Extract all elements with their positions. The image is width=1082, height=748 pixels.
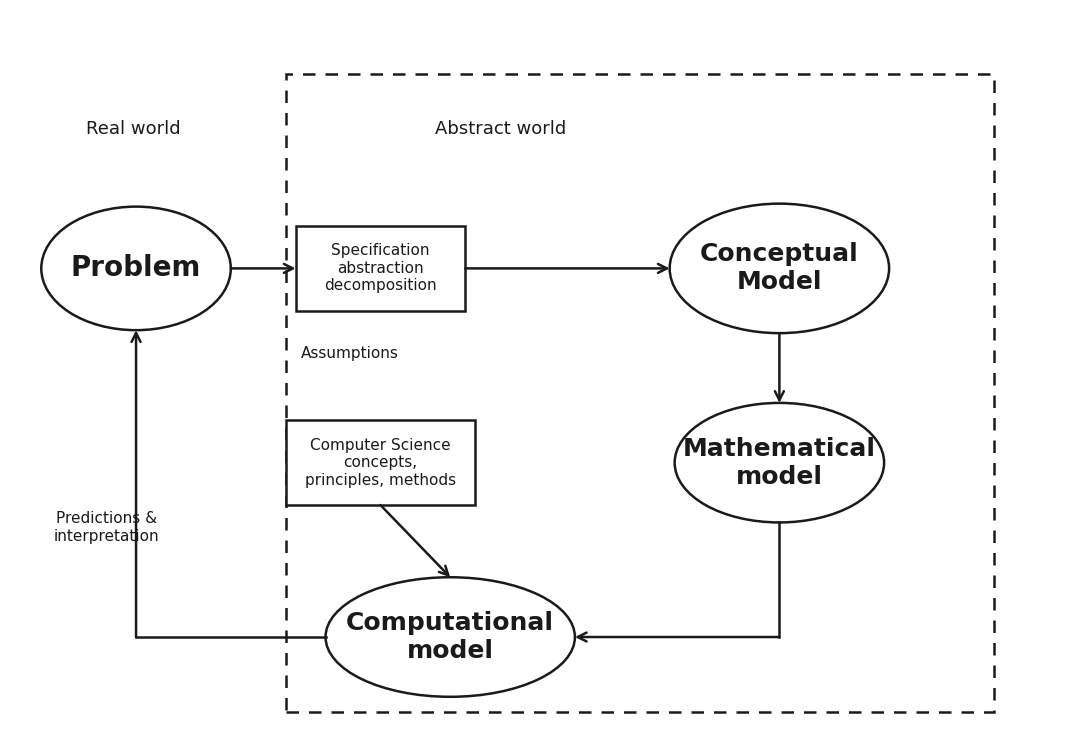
Text: Problem: Problem (70, 254, 201, 283)
Ellipse shape (41, 206, 230, 330)
Text: Abstract world: Abstract world (435, 120, 567, 138)
Text: Computer Science
concepts,
principles, methods: Computer Science concepts, principles, m… (305, 438, 456, 488)
Ellipse shape (675, 403, 884, 522)
Text: Real world: Real world (87, 120, 181, 138)
FancyBboxPatch shape (286, 420, 475, 505)
FancyBboxPatch shape (295, 226, 465, 310)
Text: Computational
model: Computational model (346, 611, 554, 663)
Text: Assumptions: Assumptions (301, 346, 398, 361)
Text: Conceptual
Model: Conceptual Model (700, 242, 859, 294)
Text: Mathematical
model: Mathematical model (683, 437, 876, 488)
Ellipse shape (670, 203, 889, 333)
Ellipse shape (326, 577, 575, 697)
Text: Predictions &
interpretation: Predictions & interpretation (53, 511, 159, 544)
Text: Specification
abstraction
decomposition: Specification abstraction decomposition (325, 244, 437, 293)
